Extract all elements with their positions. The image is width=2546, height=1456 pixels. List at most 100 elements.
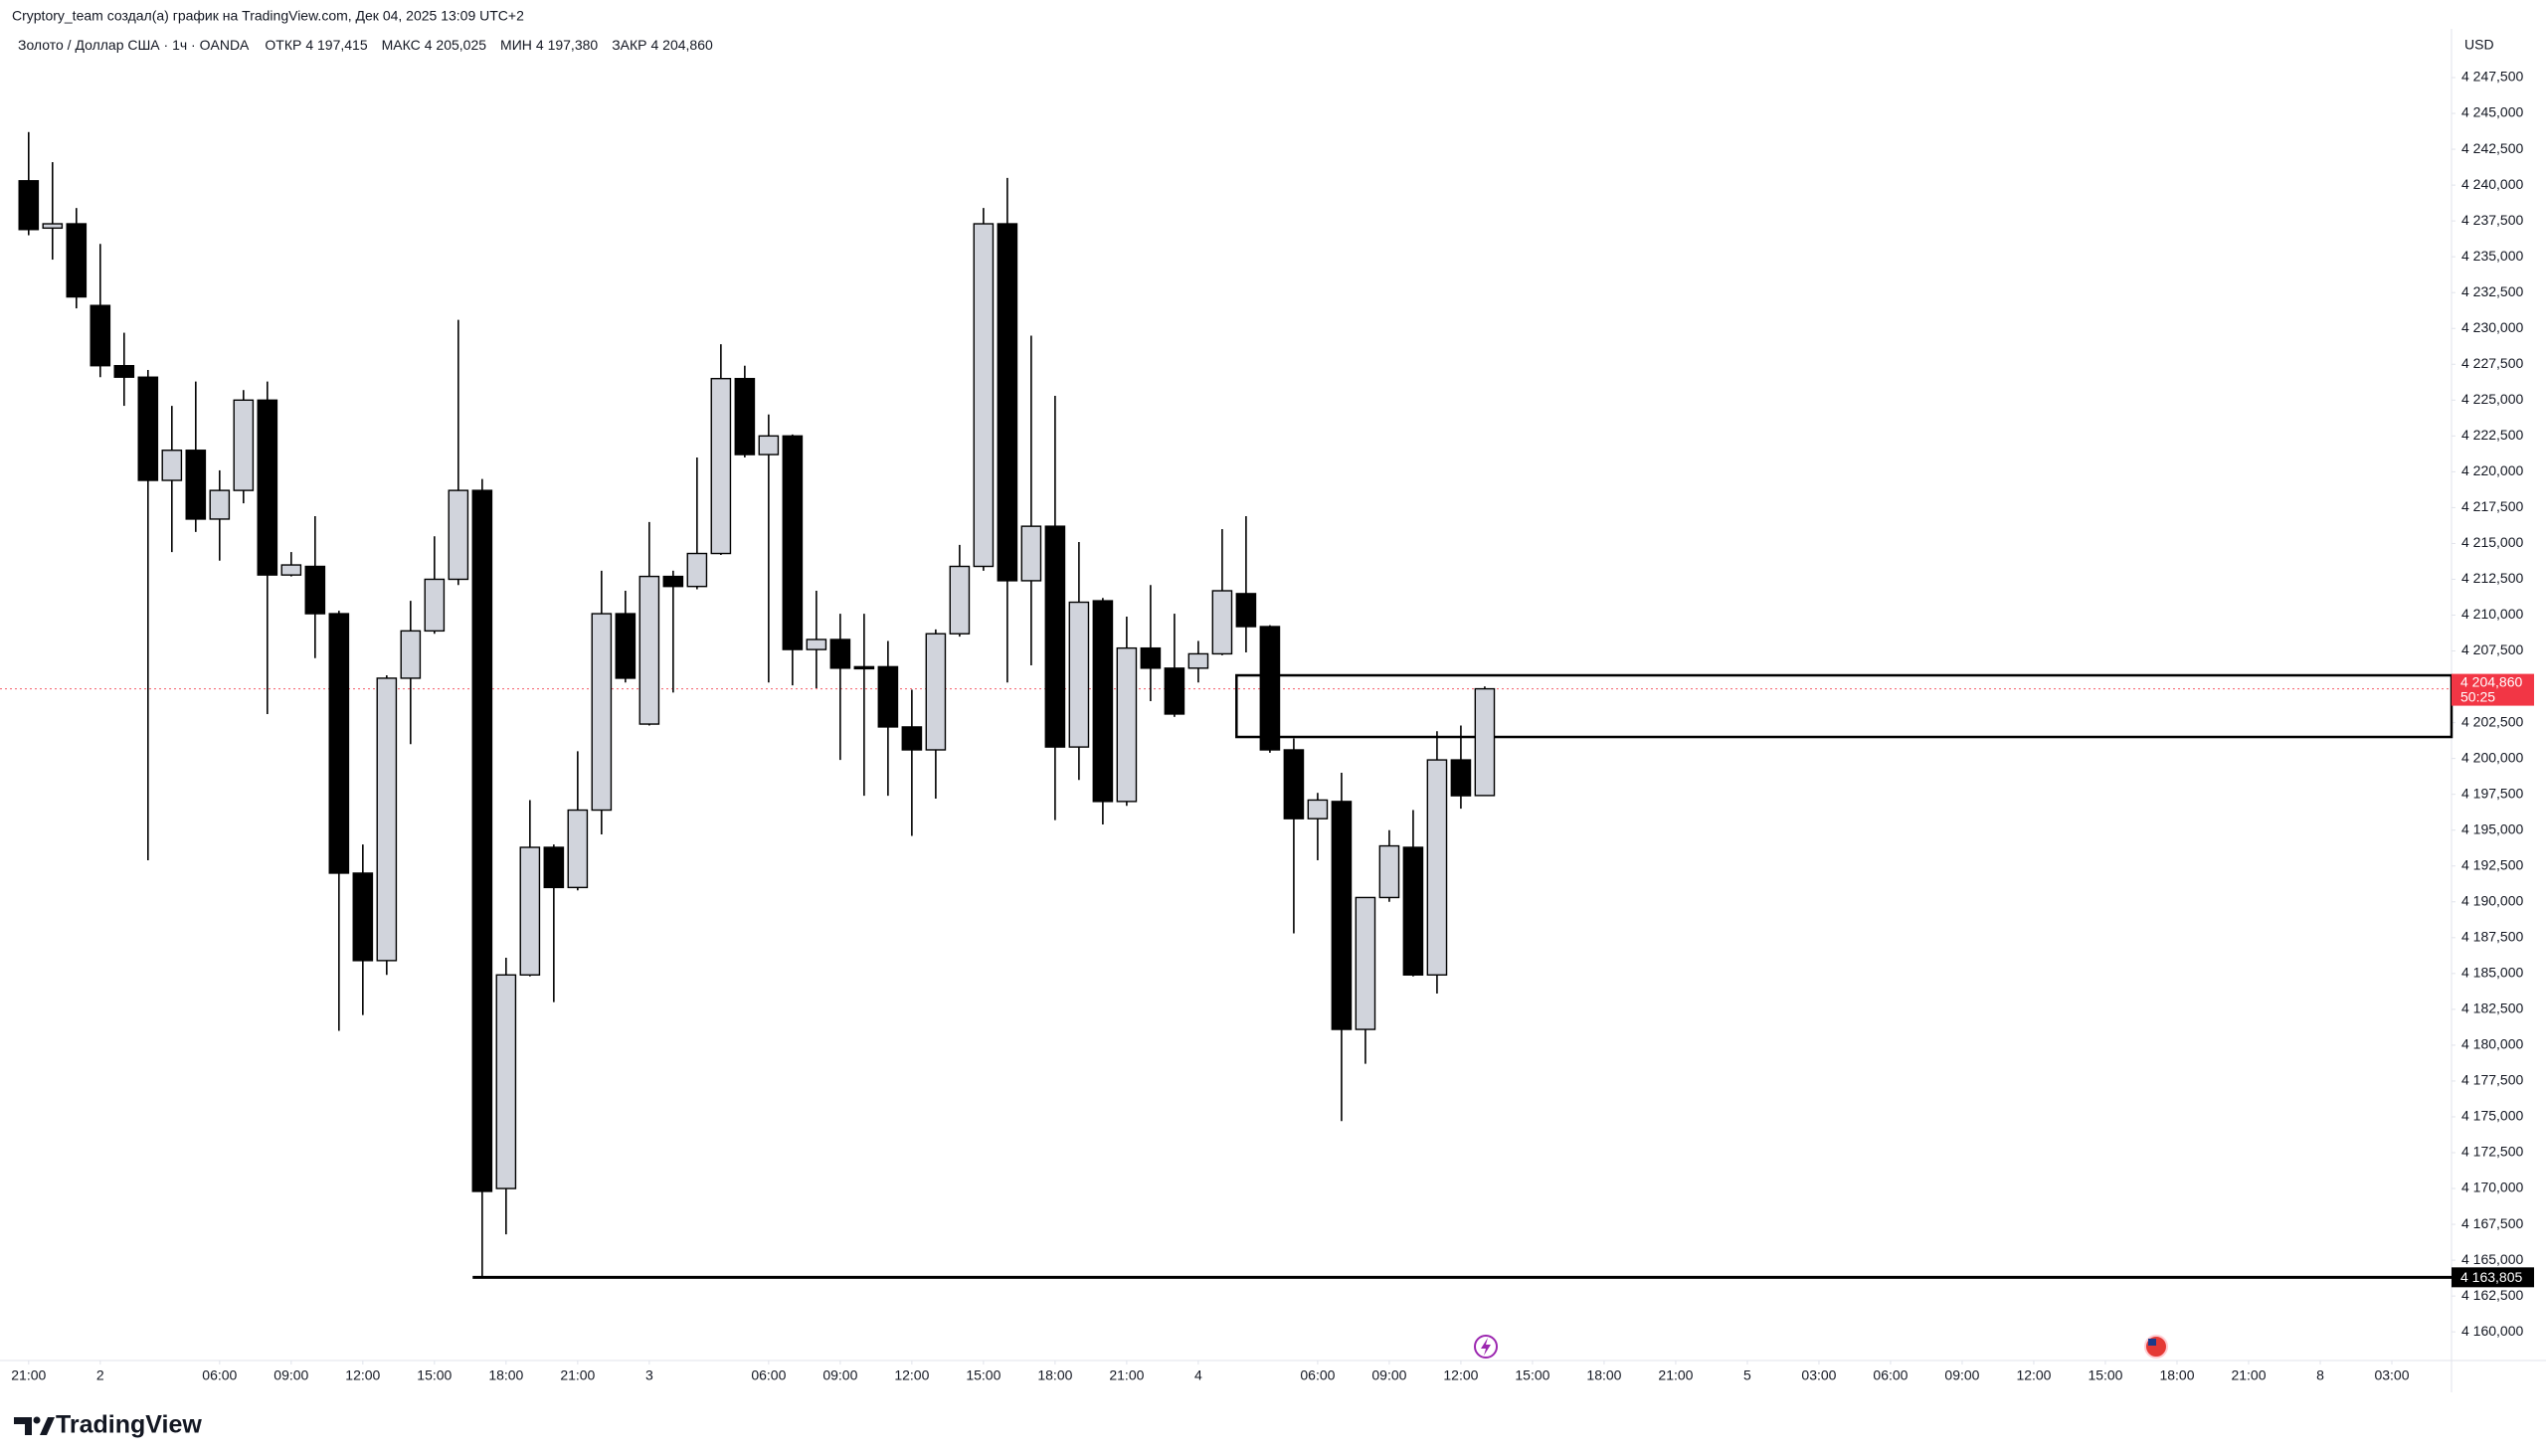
candle-body [1140, 646, 1162, 669]
y-tick-label: 4 225,000 [2461, 391, 2523, 407]
y-tick-label: 4 165,000 [2461, 1251, 2523, 1267]
x-tick-label: 06:00 [1873, 1367, 1908, 1383]
x-tick-label: 21:00 [1658, 1367, 1693, 1383]
candle-body [185, 450, 207, 520]
hline-label: 4 163,805 [2460, 1269, 2522, 1285]
x-tick-label: 21:00 [1109, 1367, 1144, 1383]
candle-body [280, 564, 302, 576]
x-tick-label: 8 [2316, 1367, 2324, 1383]
y-tick-label: 4 207,500 [2461, 641, 2523, 657]
y-tick-label: 4 247,500 [2461, 69, 2523, 85]
x-tick-label: 15:00 [2088, 1367, 2122, 1383]
candle-body [567, 809, 589, 889]
page-header: Cryptory_team создал(а) график на Tradin… [12, 8, 524, 24]
candle-body [1450, 759, 1472, 797]
candle-body [925, 633, 947, 751]
logo-mark [14, 1417, 32, 1435]
x-tick-label: 06:00 [751, 1367, 786, 1383]
legend-value: 4 197,380 [536, 37, 598, 53]
y-tick-label: 4 185,000 [2461, 965, 2523, 981]
candle-body [471, 489, 493, 1192]
x-tick-label: 5 [1743, 1367, 1751, 1383]
flag-canton [2148, 1339, 2156, 1346]
y-tick-label: 4 217,500 [2461, 498, 2523, 514]
y-tick-label: 4 245,000 [2461, 104, 2523, 120]
legend-value: 4 197,415 [305, 37, 367, 53]
y-tick-label: 4 230,000 [2461, 319, 2523, 335]
candle-body [137, 376, 159, 481]
candle-body [591, 613, 613, 812]
candle-body [1307, 799, 1329, 819]
y-tick-label: 4 237,500 [2461, 212, 2523, 228]
candle-body [1259, 626, 1281, 751]
y-tick-label: 4 195,000 [2461, 820, 2523, 836]
candle-body [42, 223, 64, 230]
x-tick-label: 21:00 [560, 1367, 595, 1383]
candle-body [615, 613, 636, 679]
y-tick-label: 4 220,000 [2461, 462, 2523, 478]
y-tick-label: 4 242,500 [2461, 140, 2523, 156]
candle-body [161, 450, 183, 481]
candle-body [1044, 525, 1066, 748]
x-tick-label: 06:00 [202, 1367, 237, 1383]
x-tick-label: 03:00 [1801, 1367, 1836, 1383]
candle-body [734, 377, 756, 455]
candle-body [1283, 749, 1305, 819]
candle-body [519, 846, 541, 976]
candle-body [877, 665, 899, 728]
y-tick-label: 4 232,500 [2461, 283, 2523, 299]
y-tick-label: 4 172,500 [2461, 1144, 2523, 1160]
x-tick-label: 12:00 [345, 1367, 380, 1383]
y-tick-label: 4 212,500 [2461, 570, 2523, 586]
legend-label: МАКС [382, 37, 421, 53]
x-tick-label: 15:00 [1515, 1367, 1549, 1383]
tv-logo: TradingView [14, 1411, 202, 1439]
candle-body [424, 578, 446, 633]
last-price-label: 4 204,860 [2460, 673, 2522, 689]
x-tick-label: 18:00 [2159, 1367, 2194, 1383]
hline-badge [2452, 1267, 2534, 1288]
candle-body [1402, 846, 1424, 976]
x-tick-label: 21:00 [2231, 1367, 2266, 1383]
y-tick-label: 4 227,500 [2461, 355, 2523, 371]
y-tick-label: 4 240,000 [2461, 176, 2523, 192]
legend-value: 4 205,025 [425, 37, 486, 53]
candle-body [66, 223, 88, 298]
y-tick-label: 4 235,000 [2461, 248, 2523, 264]
y-tick-label: 4 210,000 [2461, 606, 2523, 622]
x-tick-label: 09:00 [273, 1367, 308, 1383]
candle-body [1331, 801, 1353, 1030]
candle-body [400, 630, 422, 679]
candle-body [710, 377, 732, 555]
x-tick-label: 21:00 [11, 1367, 46, 1383]
candle-body [1474, 687, 1496, 797]
candle-body [1426, 759, 1448, 976]
event-icon[interactable] [1474, 1335, 1498, 1359]
candle-body [901, 726, 923, 751]
x-tick-label: 4 [1194, 1367, 1202, 1383]
y-tick-label: 4 192,500 [2461, 856, 2523, 872]
candle-body [495, 974, 517, 1189]
x-tick-label: 18:00 [1037, 1367, 1072, 1383]
x-tick-label: 18:00 [1586, 1367, 1621, 1383]
candle-body [1020, 525, 1042, 582]
zone-box [1235, 673, 2454, 739]
symbol-name: Золото / Доллар США · 1ч · OANDA [18, 37, 250, 53]
candle-body [782, 435, 804, 650]
y-tick-label: 4 197,500 [2461, 785, 2523, 801]
y-tick-label: 4 190,000 [2461, 892, 2523, 908]
candle-body [853, 665, 875, 670]
y-tick-label: 4 160,000 [2461, 1323, 2523, 1339]
x-tick-label: 09:00 [1371, 1367, 1406, 1383]
candle-body [662, 575, 684, 588]
candle-body [448, 489, 469, 581]
candle-body [1116, 646, 1138, 803]
candle-body [997, 223, 1018, 582]
candle-body [1355, 896, 1376, 1030]
symbol-legend: Золото / Доллар США · 1ч · OANDA ОТКР 4 19… [18, 37, 713, 53]
candle-body [1235, 593, 1257, 628]
logo-slash [40, 1417, 55, 1435]
candle-body [257, 399, 278, 576]
candle-body [949, 565, 971, 635]
